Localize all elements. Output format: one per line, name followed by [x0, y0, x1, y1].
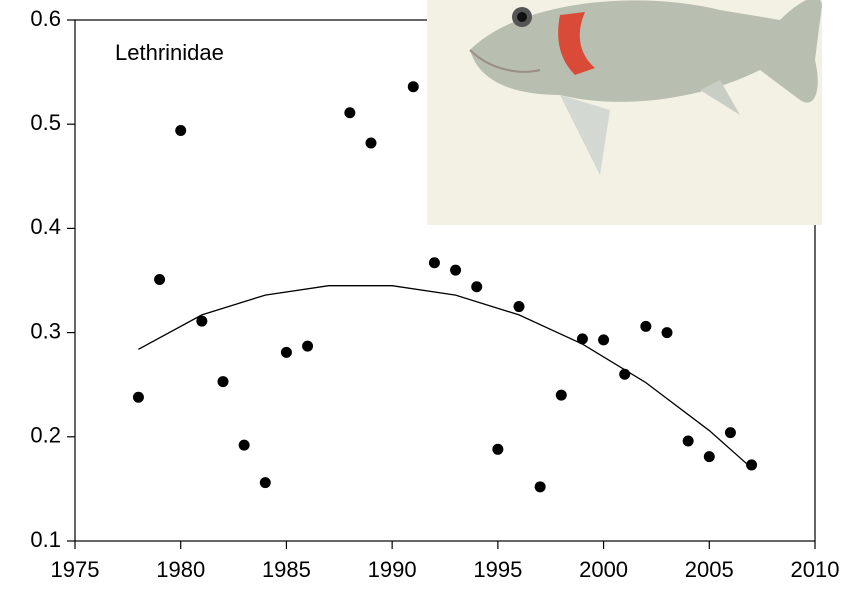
annotation: Lethrinidae [115, 40, 224, 65]
y-tick-label: 0.2 [30, 423, 61, 448]
y-tick-label: 0.1 [30, 527, 61, 552]
data-point [492, 444, 503, 455]
data-point [683, 435, 694, 446]
x-tick-label: 1985 [262, 557, 311, 582]
data-point [344, 107, 355, 118]
data-point [746, 459, 757, 470]
data-point [619, 369, 630, 380]
x-tick-label: 2005 [685, 557, 734, 582]
data-point [556, 390, 567, 401]
data-point [514, 301, 525, 312]
data-point [218, 376, 229, 387]
x-tick-label: 1995 [473, 557, 522, 582]
y-tick-label: 0.6 [30, 6, 61, 31]
data-point [133, 392, 144, 403]
data-point [471, 281, 482, 292]
y-tick-label: 0.4 [30, 214, 61, 239]
data-point [450, 265, 461, 276]
y-tick-label: 0.3 [30, 318, 61, 343]
data-point [366, 137, 377, 148]
data-point [260, 477, 271, 488]
data-point [598, 334, 609, 345]
data-point [725, 427, 736, 438]
x-tick-label: 2000 [579, 557, 628, 582]
data-point [239, 440, 250, 451]
data-point [429, 257, 440, 268]
data-point [577, 333, 588, 344]
data-point [175, 125, 186, 136]
x-tick-label: 1990 [368, 557, 417, 582]
fish-image [427, 0, 822, 225]
data-point [640, 321, 651, 332]
data-point [302, 341, 313, 352]
x-tick-label: 2010 [791, 557, 840, 582]
data-point [662, 327, 673, 338]
x-tick-label: 1980 [156, 557, 205, 582]
data-point [704, 451, 715, 462]
data-point [154, 274, 165, 285]
data-point [281, 347, 292, 358]
trend-line [138, 286, 751, 468]
chart: Lethrinidae 1975 1980 1985 1990 1995 2000 2005… [0, 0, 852, 595]
data-point [535, 481, 546, 492]
data-point [196, 316, 207, 327]
x-tick-label: 1975 [51, 557, 100, 582]
data-point [408, 81, 419, 92]
y-tick-label: 0.5 [30, 110, 61, 135]
